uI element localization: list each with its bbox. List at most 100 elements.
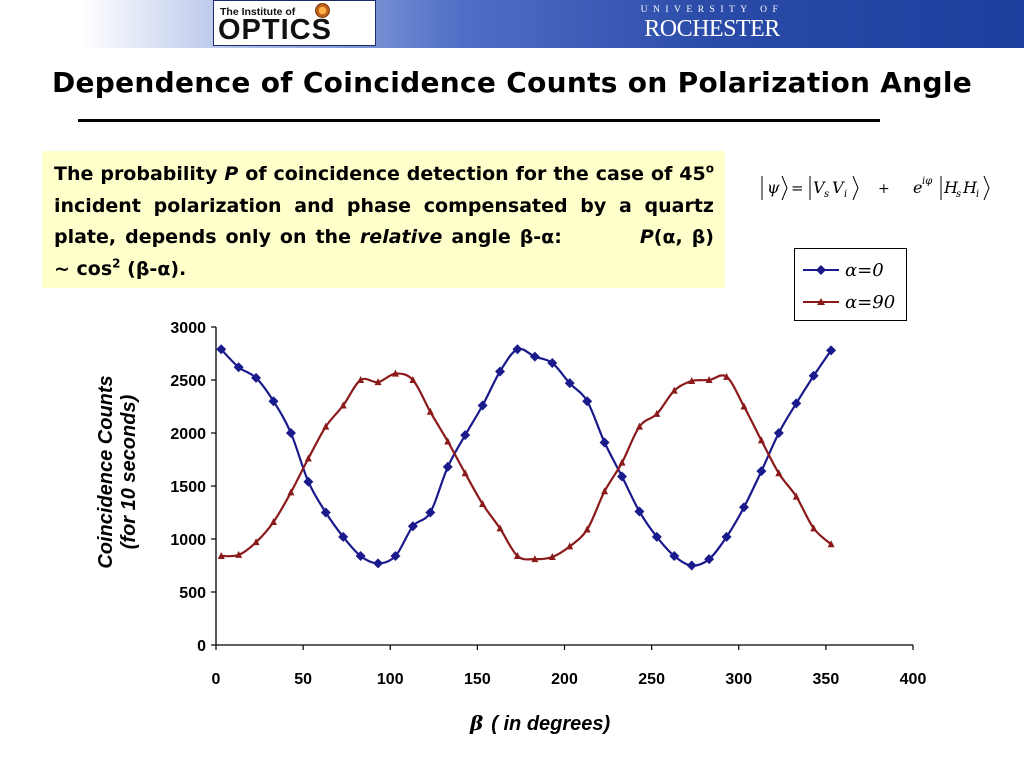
optics-logo-emblem-icon	[315, 3, 330, 18]
square-superscript: 2	[112, 256, 121, 271]
y-axis-label-text: Coincidence Counts (for 10 seconds)	[95, 375, 141, 568]
data-point-alpha0	[425, 507, 436, 518]
data-point-alpha0	[390, 550, 401, 561]
data-point-alpha90	[304, 454, 312, 462]
data-point-alpha0	[599, 437, 610, 448]
legend-swatch-triangle-icon	[803, 298, 839, 305]
x-tick-label: 400	[900, 671, 927, 688]
x-tick-label: 0	[212, 671, 221, 688]
x-axis-label-text: ( in degrees)	[491, 713, 611, 735]
y-tick-label: 1000	[170, 532, 206, 549]
x-tick-label: 100	[377, 671, 404, 688]
y-axis-label-line2: (for 10 seconds)	[118, 394, 140, 550]
optics-logo-big-text: OPTICS	[218, 14, 332, 46]
data-point-alpha0	[773, 428, 784, 438]
legend-item-alpha0: α=0	[803, 260, 903, 284]
psi-symbol: ψ	[767, 178, 780, 197]
data-point-alpha90	[479, 500, 487, 508]
data-point-alpha0	[303, 476, 314, 487]
y-tick-label: 1500	[170, 479, 206, 496]
data-point-alpha0	[564, 378, 575, 389]
legend-label-alpha0: α=0	[845, 260, 884, 281]
plus-symbol: +	[878, 181, 890, 197]
data-point-alpha0	[617, 471, 628, 482]
data-point-alpha0	[268, 396, 279, 407]
data-point-alpha0	[529, 351, 540, 362]
explanation-text-box: The probability P of coincidence detecti…	[42, 151, 725, 288]
series-line-alpha90	[221, 372, 832, 561]
data-point-alpha90	[531, 555, 539, 563]
chart-series-layer	[216, 344, 837, 571]
y-tick-label: 0	[197, 638, 206, 655]
x-axis-beta-symbol: β	[470, 711, 484, 735]
header-banner: The Institute of OPTICS UNIVERSITY OF RO…	[0, 0, 1024, 48]
data-point-alpha90	[705, 376, 713, 383]
data-point-alpha90	[217, 551, 225, 559]
data-point-alpha90	[513, 551, 521, 559]
data-point-alpha0	[216, 344, 227, 355]
data-point-alpha0	[651, 531, 662, 542]
legend-swatch-diamond-icon	[803, 265, 839, 275]
text-run-italic-p: P	[224, 163, 239, 185]
data-point-alpha90	[444, 437, 452, 445]
y-tick-label: 2500	[170, 373, 206, 390]
text-run-italic-p2: P	[639, 226, 654, 248]
x-tick-label: 350	[813, 671, 840, 688]
h-symbol: H	[943, 178, 959, 197]
s-subscript: s	[956, 189, 961, 200]
data-point-alpha90	[827, 540, 835, 548]
data-point-alpha0	[285, 428, 296, 438]
text-run: The probability	[54, 163, 225, 185]
x-axis-label: β ( in degrees)	[470, 711, 650, 736]
data-point-alpha0	[338, 531, 349, 542]
data-point-alpha0	[477, 400, 488, 411]
data-point-alpha0	[547, 358, 558, 369]
data-point-alpha0	[686, 560, 697, 571]
data-point-alpha0	[582, 396, 593, 407]
e-symbol: e	[913, 178, 922, 197]
data-point-alpha90	[583, 525, 591, 533]
data-point-alpha0	[791, 398, 802, 409]
state-equation: ψ = V s V i + e iφ H s H i	[761, 175, 990, 201]
text-run: incident polarization and phase compensa…	[54, 194, 714, 249]
data-point-alpha90	[339, 401, 347, 409]
x-tick-label: 150	[464, 671, 491, 688]
data-point-alpha0	[756, 466, 767, 477]
data-point-alpha90	[287, 488, 295, 496]
legend-label-alpha90: α=90	[845, 292, 896, 313]
data-point-alpha90	[357, 376, 365, 383]
data-point-alpha90	[810, 524, 818, 532]
text-run: (α, β) ~ cos	[54, 226, 714, 280]
legend-item-alpha90: α=90	[803, 292, 903, 316]
x-tick-label: 300	[725, 671, 752, 688]
data-point-alpha90	[374, 378, 382, 386]
data-point-alpha90	[409, 376, 417, 383]
data-point-alpha0	[442, 461, 453, 472]
data-point-alpha0	[738, 502, 749, 513]
data-point-alpha0	[512, 344, 523, 355]
optics-logo-small-text: The Institute of	[220, 6, 296, 18]
data-point-alpha90	[496, 524, 504, 532]
iphi-superscript: iφ	[922, 176, 932, 187]
title-underline	[78, 119, 880, 122]
slide-title: Dependence of Coincidence Counts on Pola…	[51, 66, 973, 99]
s-subscript: s	[824, 189, 829, 200]
y-tick-label: 3000	[170, 320, 206, 337]
chart-axes	[215, 327, 913, 646]
data-point-alpha0	[407, 521, 418, 532]
data-point-alpha90	[653, 409, 661, 417]
data-point-alpha0	[320, 507, 331, 518]
data-point-alpha90	[775, 469, 783, 477]
data-point-alpha90	[426, 407, 434, 415]
series-line-alpha0	[220, 347, 833, 567]
y-tick-label: 2000	[170, 426, 206, 443]
data-point-alpha90	[601, 487, 609, 495]
data-point-alpha90	[792, 492, 800, 500]
i-subscript: i	[976, 189, 979, 200]
text-run-italic-relative: relative	[359, 226, 443, 248]
i-subscript: i	[844, 189, 847, 200]
data-point-alpha0	[495, 366, 506, 377]
data-point-alpha90	[670, 386, 678, 394]
x-tick-label: 50	[294, 671, 312, 688]
y-axis-label-line1: Coincidence Counts	[95, 375, 117, 569]
